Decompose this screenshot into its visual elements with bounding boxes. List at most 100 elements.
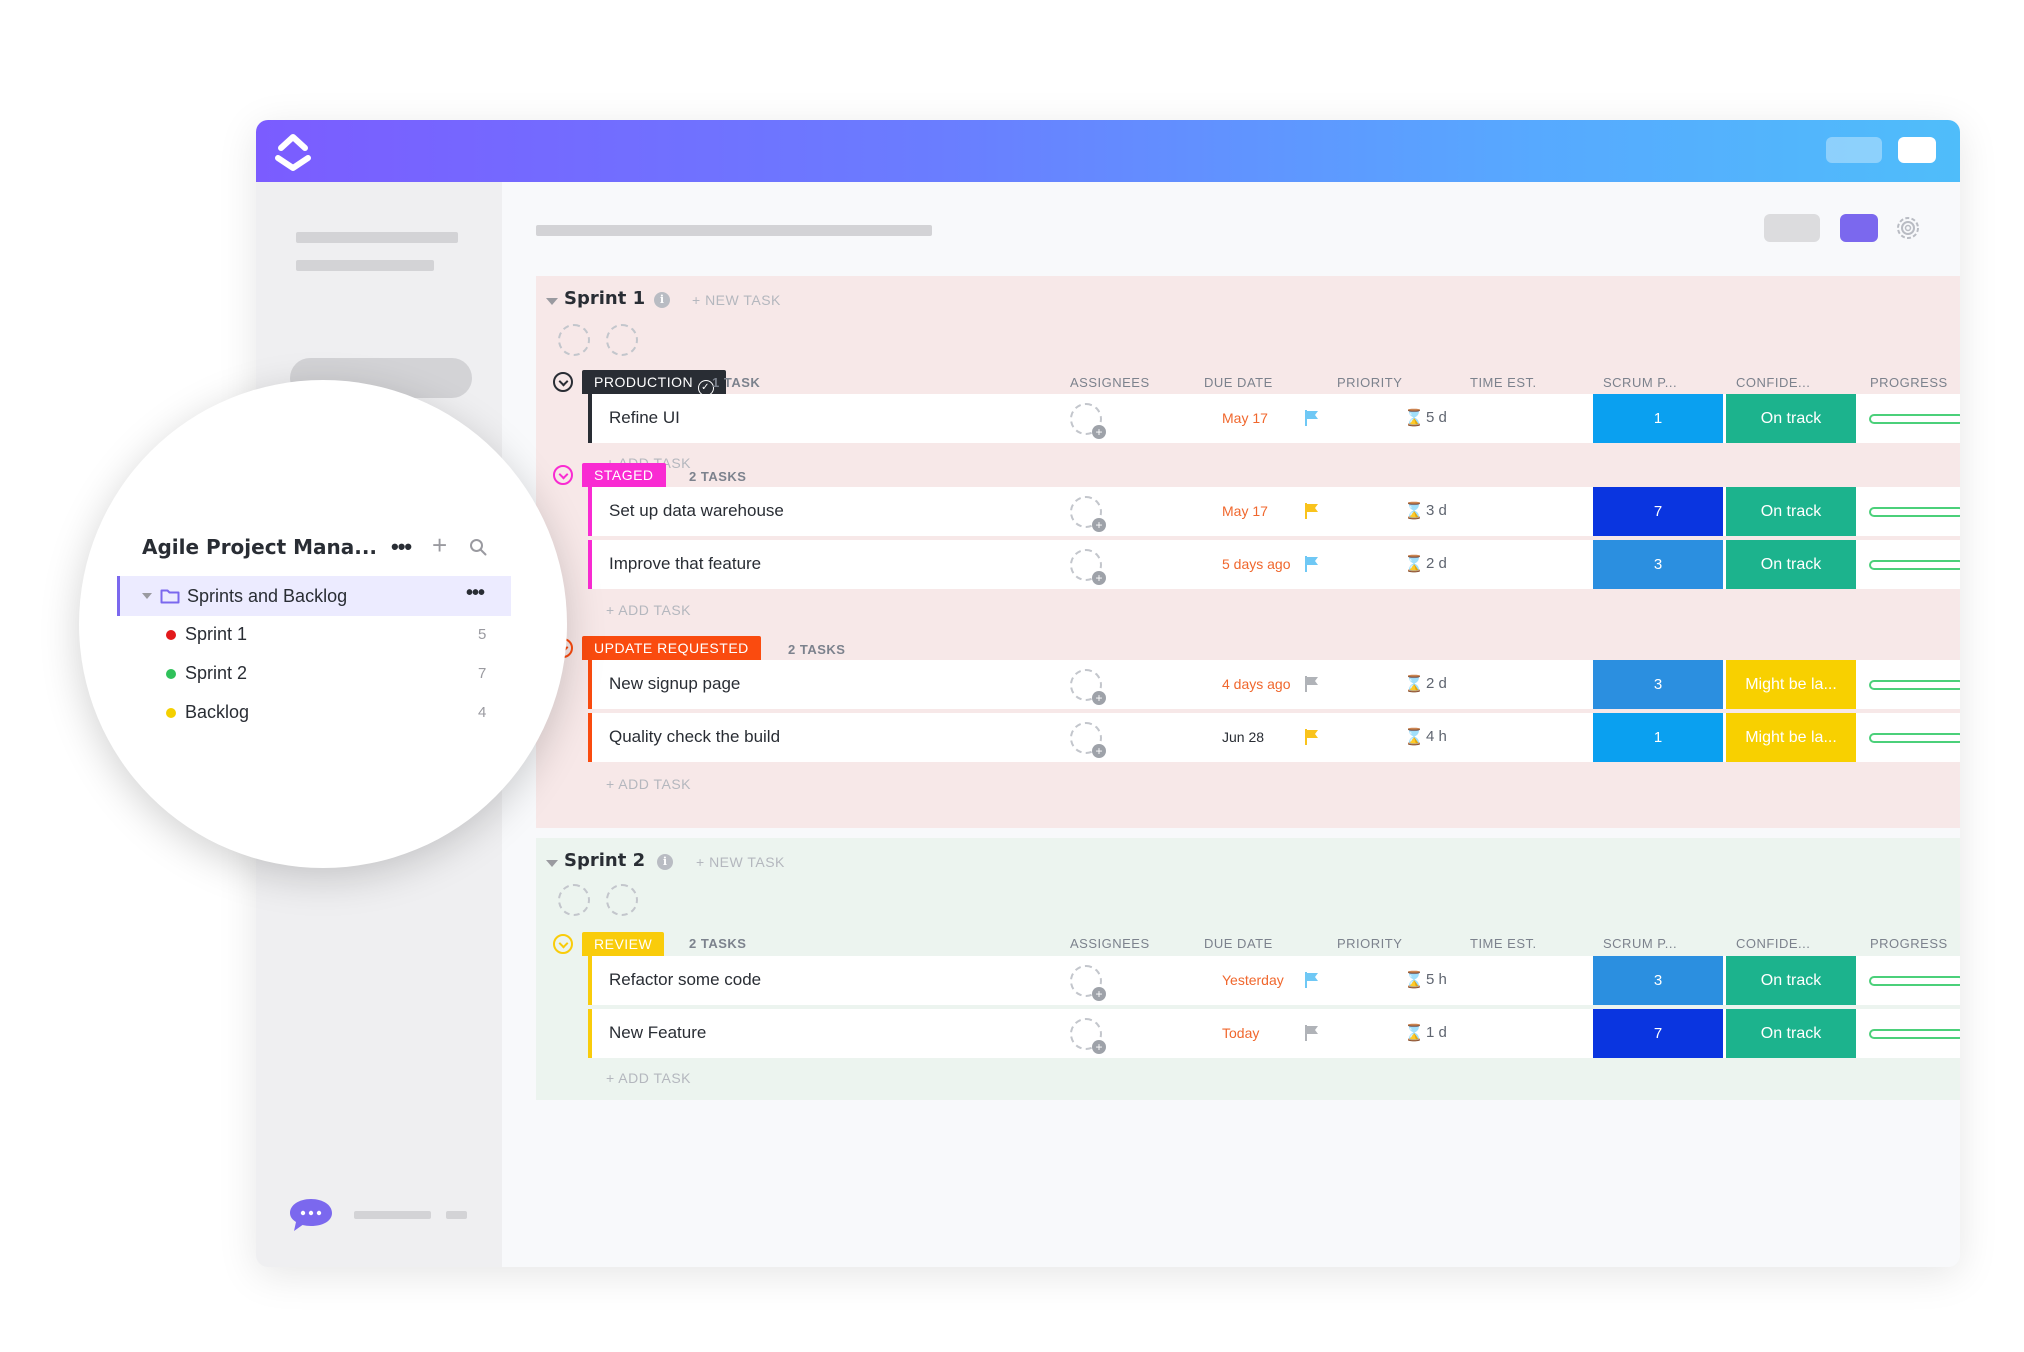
task-row[interactable]: New Feature Today ⌛ 1 d 7 On track [588,1009,1960,1058]
flag-icon[interactable] [1303,502,1321,520]
folder-sprints-and-backlog[interactable]: Sprints and Backlog ••• [117,576,511,616]
assignee-add-icon[interactable] [1070,1018,1106,1054]
task-row[interactable]: Set up data warehouse May 17 ⌛ 3 d 7 On … [588,487,1960,536]
task-row[interactable]: Quality check the build Jun 28 ⌛ 4 h 1 M… [588,713,1960,762]
add-task-button[interactable]: + ADD TASK [606,776,692,792]
due-date[interactable]: 5 days ago [1222,556,1291,572]
time-estimate[interactable]: 4 h [1426,728,1447,745]
confidence-status[interactable]: Might be la... [1726,713,1856,762]
column-header-time-est[interactable]: TIME EST. [1470,936,1537,951]
column-header-priority[interactable]: PRIORITY [1337,375,1403,390]
time-estimate[interactable]: 2 d [1426,675,1447,692]
status-toggle-icon[interactable] [553,934,573,954]
info-icon[interactable]: i [657,854,673,870]
view-button-active[interactable] [1840,214,1878,242]
task-name[interactable]: Improve that feature [609,554,762,573]
time-estimate[interactable]: 2 d [1426,555,1447,572]
collapse-caret-icon[interactable] [546,860,558,867]
task-name[interactable]: Quality check the build [609,727,781,746]
scrum-points[interactable]: 7 [1593,1009,1723,1058]
time-estimate[interactable]: 5 h [1426,971,1447,988]
status-toggle-icon[interactable] [553,372,573,392]
due-date[interactable]: May 17 [1222,410,1268,426]
task-name[interactable]: Refactor some code [609,970,762,989]
flag-icon[interactable] [1303,971,1321,989]
flag-filter-icon[interactable] [558,324,590,356]
confidence-status[interactable]: On track [1726,487,1856,536]
list-item-sprint-2[interactable]: Sprint 2 [185,663,248,683]
add-icon[interactable]: + [432,530,448,560]
list-item-sprint-1[interactable]: Sprint 1 [185,624,248,644]
column-header-scrum[interactable]: SCRUM P... [1603,375,1678,390]
scrum-points[interactable]: 3 [1593,956,1723,1005]
task-row[interactable]: Refactor some code Yesterday ⌛ 5 h 3 On … [588,956,1960,1005]
confidence-status[interactable]: On track [1726,956,1856,1005]
flag-icon[interactable] [1303,555,1321,573]
assignee-filter-icon[interactable] [606,884,638,916]
due-date[interactable]: Jun 28 [1222,729,1265,745]
flag-icon[interactable] [1303,1024,1321,1042]
scrum-points[interactable]: 1 [1593,394,1723,443]
task-row[interactable]: Improve that feature 5 days ago ⌛ 2 d 3 … [588,540,1960,589]
scrum-points[interactable]: 1 [1593,713,1723,762]
column-header-progress[interactable]: PROGRESS [1870,936,1948,951]
column-header-confidence[interactable]: CONFIDE... [1736,375,1811,390]
column-header-progress[interactable]: PROGRESS [1870,375,1948,390]
scrum-points[interactable]: 3 [1593,540,1723,589]
add-task-button[interactable]: + ADD TASK [606,1070,692,1086]
task-name[interactable]: Set up data warehouse [609,501,784,520]
due-date[interactable]: Today [1222,1025,1260,1041]
assignee-add-icon[interactable] [1070,403,1106,439]
status-toggle-icon[interactable] [553,465,573,485]
time-estimate[interactable]: 3 d [1426,502,1447,519]
task-name[interactable]: Refine UI [609,408,680,427]
column-header-confidence[interactable]: CONFIDE... [1736,936,1811,951]
column-header-assignees[interactable]: ASSIGNEES [1070,375,1150,390]
assignee-add-icon[interactable] [1070,496,1106,532]
chat-bubble-icon[interactable] [288,1197,334,1233]
gear-icon[interactable] [1892,212,1924,244]
task-row[interactable]: Refine UI May 17 ⌛ 5 d 1 On track [588,394,1960,443]
due-date[interactable]: Yesterday [1222,972,1284,988]
clickup-logo-icon[interactable] [270,128,316,174]
topbar-button[interactable] [1826,137,1882,163]
confidence-status[interactable]: On track [1726,394,1856,443]
flag-filter-icon[interactable] [558,884,590,916]
confidence-status[interactable]: On track [1726,1009,1856,1058]
assignee-add-icon[interactable] [1070,669,1106,705]
view-button[interactable] [1764,214,1820,242]
column-header-due-date[interactable]: DUE DATE [1204,936,1273,951]
folder-caret-icon[interactable] [142,593,152,599]
more-options-icon[interactable]: ••• [391,534,412,559]
task-name[interactable]: New signup page [609,674,741,693]
task-row[interactable]: New signup page 4 days ago ⌛ 2 d 3 Might… [588,660,1960,709]
column-header-priority[interactable]: PRIORITY [1337,936,1403,951]
assignee-add-icon[interactable] [1070,722,1106,758]
topbar-button[interactable] [1898,137,1936,163]
column-header-time-est[interactable]: TIME EST. [1470,375,1537,390]
column-header-scrum[interactable]: SCRUM P... [1603,936,1678,951]
list-item-backlog[interactable]: Backlog [185,702,250,722]
flag-icon[interactable] [1303,409,1321,427]
add-task-button[interactable]: + ADD TASK [606,602,692,618]
new-task-button[interactable]: + NEW TASK [692,292,781,308]
flag-icon[interactable] [1303,728,1321,746]
due-date[interactable]: 4 days ago [1222,676,1291,692]
space-title[interactable]: Agile Project Mana... [142,535,378,559]
flag-icon[interactable] [1303,675,1321,693]
column-header-due-date[interactable]: DUE DATE [1204,375,1273,390]
assignee-add-icon[interactable] [1070,965,1106,1001]
column-header-assignees[interactable]: ASSIGNEES [1070,936,1150,951]
time-estimate[interactable]: 5 d [1426,409,1447,426]
new-task-button[interactable]: + NEW TASK [696,854,785,870]
search-icon[interactable] [469,538,487,556]
scrum-points[interactable]: 3 [1593,660,1723,709]
assignee-filter-icon[interactable] [606,324,638,356]
assignee-add-icon[interactable] [1070,549,1106,585]
info-icon[interactable]: i [654,292,670,308]
confidence-status[interactable]: On track [1726,540,1856,589]
confidence-status[interactable]: Might be la... [1726,660,1856,709]
scrum-points[interactable]: 7 [1593,487,1723,536]
collapse-caret-icon[interactable] [546,298,558,305]
folder-more-options-icon[interactable]: ••• [466,582,485,604]
